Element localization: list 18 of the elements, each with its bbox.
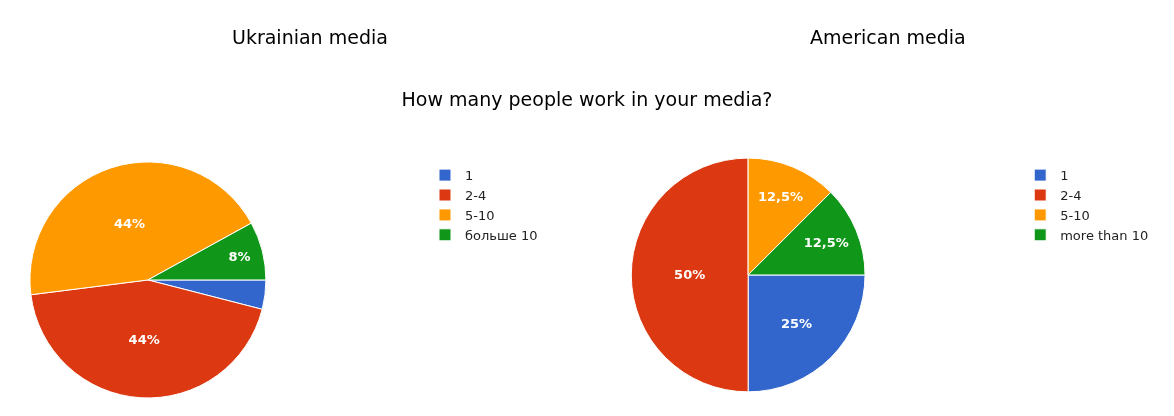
legend-label: 2-4: [1060, 188, 1082, 204]
legend-label: 1: [1060, 168, 1069, 184]
data-label: 25%: [780, 315, 813, 331]
legend-label: 2-4: [464, 188, 487, 204]
data-label: 50%: [674, 267, 706, 283]
data-label: 44%: [113, 215, 146, 231]
chart-title: American media: [810, 26, 966, 48]
data-label: 12,5%: [757, 189, 804, 205]
legend-label: more than 10: [1060, 227, 1149, 243]
legend-label: 5-10: [1060, 207, 1090, 223]
data-label: 8%: [228, 248, 251, 264]
text: How many people work in your media?: [400, 88, 774, 110]
data-label: 44%: [128, 331, 160, 347]
data-label: 12,5%: [803, 235, 849, 251]
chart-title: Ukrainian media: [232, 26, 388, 48]
legend-label: 5-10: [464, 207, 495, 223]
legend-label: больше 10: [464, 227, 538, 243]
legend-label: 1: [464, 168, 474, 184]
